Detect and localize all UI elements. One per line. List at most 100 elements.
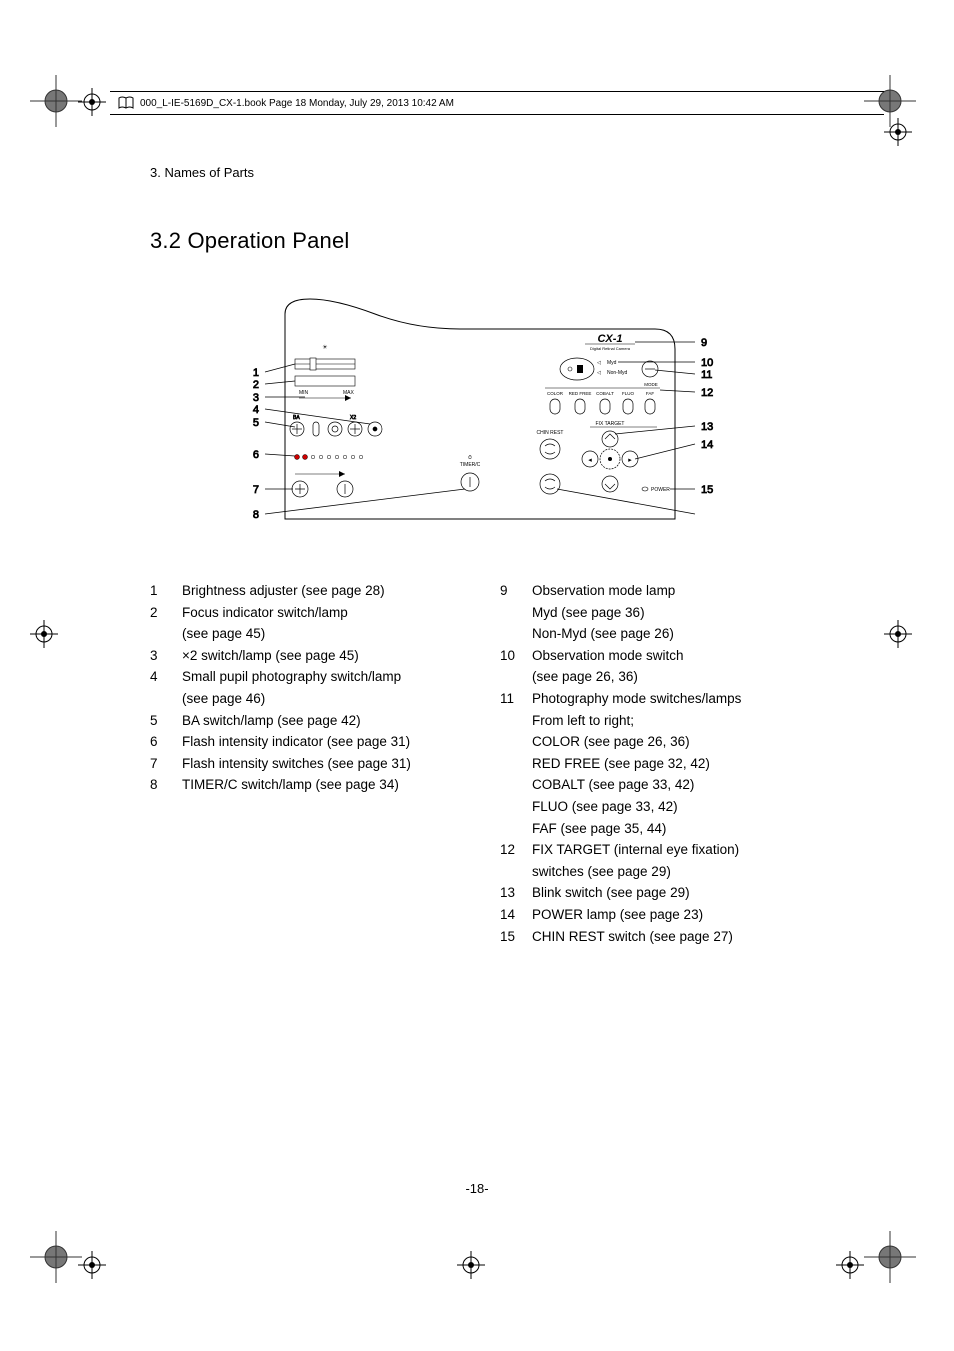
legend-number: 9 [500, 580, 532, 602]
legend-text: ×2 switch/lamp (see page 45) [182, 645, 460, 667]
legend-text: Brightness adjuster (see page 28) [182, 580, 460, 602]
legend-number: 12 [500, 839, 532, 861]
legend-item: 13Blink switch (see page 29) [500, 882, 810, 904]
print-header: 000_L-IE-5169D_CX-1.book Page 18 Monday,… [110, 91, 884, 115]
legend-text: Flash intensity indicator (see page 31) [182, 731, 460, 753]
legend-text-line: RED FREE (see page 32, 42) [532, 753, 810, 775]
legend-item: 15CHIN REST switch (see page 27) [500, 926, 810, 948]
svg-text:COLOR: COLOR [547, 391, 564, 396]
svg-text:▸: ▸ [628, 457, 632, 464]
legend-text: BA switch/lamp (see page 42) [182, 710, 460, 732]
legend-item: 1Brightness adjuster (see page 28) [150, 580, 460, 602]
svg-text:6: 6 [253, 449, 259, 461]
legend-text-line: (see page 46) [182, 688, 460, 710]
legend-item: 9Observation mode lamp [500, 580, 810, 602]
legend-text: TIMER/C switch/lamp (see page 34) [182, 774, 460, 796]
svg-text:⏱: ⏱ [468, 455, 472, 461]
svg-text:8: 8 [253, 509, 259, 521]
legend-number: 15 [500, 926, 532, 948]
legend-item: 4Small pupil photography switch/lamp [150, 666, 460, 688]
legend-text: CHIN REST switch (see page 27) [532, 926, 810, 948]
legend-text-line: FAF (see page 35, 44) [532, 818, 810, 840]
legend-item: 14POWER lamp (see page 23) [500, 904, 810, 926]
chapter-label: 3. Names of Parts [150, 165, 810, 180]
legend-number: 14 [500, 904, 532, 926]
section-title: 3.2 Operation Panel [150, 228, 810, 254]
svg-text:13: 13 [701, 421, 713, 433]
legend-item: 12FIX TARGET (internal eye fixation) [500, 839, 810, 861]
legend-item: 5BA switch/lamp (see page 42) [150, 710, 460, 732]
cropmark-br2 [836, 1251, 876, 1291]
legend-number: 1 [150, 580, 182, 602]
legend-text-line: (see page 26, 36) [532, 666, 810, 688]
svg-text:☀: ☀ [322, 344, 327, 351]
legend-number: 3 [150, 645, 182, 667]
legend-text: FIX TARGET (internal eye fixation) [532, 839, 810, 861]
legend-text-line: Myd (see page 36) [532, 602, 810, 624]
svg-text:FLUO: FLUO [622, 391, 635, 396]
legend-item: 8TIMER/C switch/lamp (see page 34) [150, 774, 460, 796]
legend-text: Flash intensity switches (see page 31) [182, 753, 460, 775]
legend-text-line: FLUO (see page 33, 42) [532, 796, 810, 818]
svg-text:15: 15 [701, 484, 713, 496]
cropmark-bc [457, 1251, 497, 1291]
operation-panel-diagram: ☀ MIN MAX BA X2 [150, 294, 810, 544]
svg-text:X2: X2 [350, 415, 356, 421]
legend-text-line: COBALT (see page 33, 42) [532, 774, 810, 796]
legend-text-line: Non-Myd (see page 26) [532, 623, 810, 645]
legend-item: 2Focus indicator switch/lamp [150, 602, 460, 624]
page-content: 3. Names of Parts 3.2 Operation Panel ☀ … [150, 165, 810, 947]
legend: 1Brightness adjuster (see page 28)2Focus… [150, 580, 810, 947]
legend-text-line: From left to right; [532, 710, 810, 732]
svg-text:1: 1 [253, 367, 259, 379]
print-header-text: 000_L-IE-5169D_CX-1.book Page 18 Monday,… [140, 98, 454, 109]
cropmark-mr [884, 620, 924, 660]
svg-text:◁: ◁ [597, 370, 601, 376]
legend-number: 11 [500, 688, 532, 710]
svg-text:MIN: MIN [299, 390, 309, 396]
svg-text:11: 11 [701, 369, 712, 381]
svg-text:FAF: FAF [646, 391, 655, 396]
legend-item: 3×2 switch/lamp (see page 45) [150, 645, 460, 667]
page-number: -18- [0, 1181, 954, 1196]
svg-text:TIMER/C: TIMER/C [460, 462, 481, 468]
svg-text:MODE: MODE [644, 382, 658, 387]
legend-text: POWER lamp (see page 23) [532, 904, 810, 926]
svg-text:5: 5 [253, 417, 259, 429]
svg-text:Non-Myd: Non-Myd [607, 370, 628, 376]
svg-text:4: 4 [253, 404, 259, 416]
legend-text: Small pupil photography switch/lamp [182, 666, 460, 688]
svg-text:BA: BA [293, 415, 300, 421]
svg-text:3: 3 [253, 392, 259, 404]
legend-number: 6 [150, 731, 182, 753]
legend-item: 7Flash intensity switches (see page 31) [150, 753, 460, 775]
cropmark-ml [30, 620, 70, 660]
svg-text:CX-1: CX-1 [597, 333, 622, 345]
legend-number: 10 [500, 645, 532, 667]
svg-text:FIX TARGET: FIX TARGET [596, 421, 625, 427]
svg-text:10: 10 [701, 357, 713, 369]
svg-text:RED FREE: RED FREE [569, 391, 592, 396]
legend-left-column: 1Brightness adjuster (see page 28)2Focus… [150, 580, 460, 947]
svg-text:12: 12 [701, 387, 713, 399]
legend-text: Observation mode lamp [532, 580, 810, 602]
svg-text:14: 14 [701, 439, 713, 451]
brightness-adjuster-icon: ☀ [295, 344, 355, 370]
svg-text:9: 9 [701, 337, 707, 349]
legend-number: 8 [150, 774, 182, 796]
svg-text:MAX: MAX [343, 390, 355, 396]
cropmark-bl2 [78, 1251, 118, 1291]
legend-text-line: (see page 45) [182, 623, 460, 645]
svg-text:◂: ◂ [588, 457, 592, 464]
svg-text:Digital Retinal Camera: Digital Retinal Camera [590, 346, 631, 351]
legend-number: 13 [500, 882, 532, 904]
book-icon [118, 96, 134, 110]
legend-number: 5 [150, 710, 182, 732]
svg-text:POWER: POWER [651, 487, 670, 493]
svg-text:COBALT: COBALT [596, 391, 614, 396]
legend-item: 10Observation mode switch [500, 645, 810, 667]
legend-text: Blink switch (see page 29) [532, 882, 810, 904]
svg-text:CHIN REST: CHIN REST [537, 430, 564, 436]
legend-item: 6Flash intensity indicator (see page 31) [150, 731, 460, 753]
legend-number: 4 [150, 666, 182, 688]
